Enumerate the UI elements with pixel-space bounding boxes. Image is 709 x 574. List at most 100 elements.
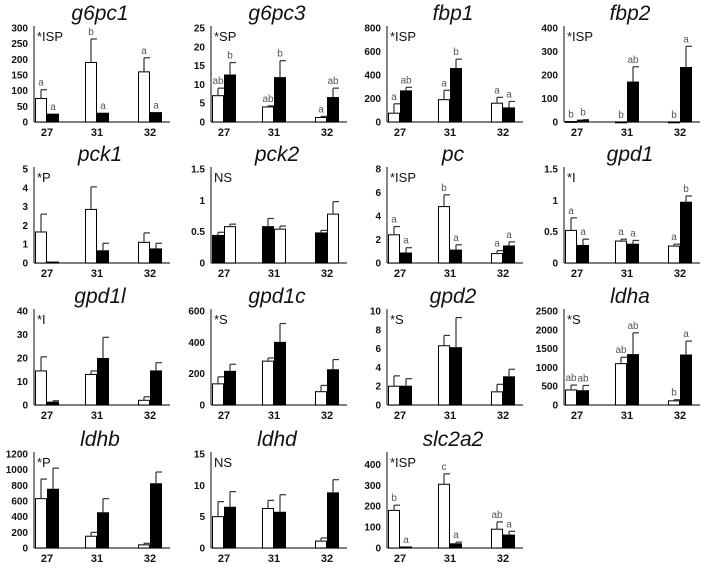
- bar-black: [680, 201, 692, 264]
- bar-black: [503, 107, 515, 123]
- x-tick-label: 32: [144, 127, 156, 139]
- significance-letter: b: [618, 110, 624, 121]
- chart-title: gpd2: [430, 285, 477, 308]
- x-tick-label: 32: [674, 268, 686, 280]
- significance-annotation: *ISP: [390, 170, 416, 185]
- bar-black: [400, 385, 412, 406]
- bar-white: [491, 253, 503, 264]
- x-tick-label: 31: [444, 127, 456, 139]
- y-tick-label: 0: [199, 259, 205, 270]
- bar-white: [85, 535, 97, 549]
- y-tick-label: 0: [199, 118, 205, 129]
- bar-white: [212, 383, 224, 406]
- bar-white: [138, 544, 150, 549]
- x-tick-label: 31: [444, 410, 456, 422]
- y-tick-label: 5: [22, 165, 28, 176]
- bar-white: [262, 106, 274, 123]
- bar-white: [615, 240, 627, 264]
- significance-annotation: *ISP: [567, 29, 593, 44]
- chart-title: ldhd: [257, 428, 298, 451]
- y-tick-label: 400: [364, 460, 381, 471]
- x-tick-label: 27: [218, 127, 230, 139]
- y-tick-label: 15: [194, 450, 206, 461]
- significance-annotation: *S: [567, 312, 581, 327]
- bar-black: [327, 97, 339, 123]
- x-tick-label: 27: [394, 127, 406, 139]
- y-tick-label: 10: [194, 80, 206, 91]
- significance-letter: a: [453, 530, 459, 541]
- bar-black: [503, 534, 515, 549]
- bar-white: [85, 208, 97, 264]
- x-tick-label: 27: [41, 553, 53, 565]
- y-tick-label: 5: [199, 512, 205, 523]
- x-tick-label: 32: [497, 268, 509, 280]
- y-tick-label: 40: [17, 307, 29, 318]
- y-tick-label: 100: [11, 86, 28, 97]
- x-tick-label: 31: [444, 553, 456, 565]
- significance-letter: b: [568, 110, 574, 121]
- significance-letter: a: [50, 102, 56, 113]
- chart-title: gpd1: [607, 143, 654, 166]
- y-tick-label: 1200: [6, 450, 29, 461]
- y-tick-label: 200: [11, 55, 28, 66]
- significance-letter: c: [442, 462, 447, 473]
- bar-black: [150, 112, 162, 123]
- significance-letter: a: [506, 230, 512, 241]
- significance-letter: ab: [577, 373, 589, 384]
- x-tick-label: 32: [321, 127, 333, 139]
- bar-white: [327, 213, 339, 264]
- y-tick-label: 1: [22, 240, 28, 251]
- bar-white: [35, 370, 47, 406]
- chart-pck1: pck1 *P 0 1 2 3 4 5 27 31 32: [22, 143, 170, 280]
- x-tick-label: 27: [218, 268, 230, 280]
- x-tick-label: 32: [321, 553, 333, 565]
- y-tick-label: 100: [541, 94, 558, 105]
- x-tick-label: 32: [144, 553, 156, 565]
- bar-black: [450, 249, 462, 264]
- y-tick-label: 10: [194, 481, 206, 492]
- significance-letter: b: [683, 184, 689, 195]
- bar-black: [47, 488, 59, 549]
- y-tick-label: 4: [22, 183, 28, 194]
- x-tick-label: 31: [91, 553, 103, 565]
- y-tick-label: 200: [364, 94, 381, 105]
- bar-white: [388, 234, 400, 264]
- y-tick-label: 1.5: [191, 165, 205, 176]
- y-tick-label: 8: [375, 325, 381, 336]
- x-tick-label: 32: [144, 410, 156, 422]
- bar-white: [138, 241, 150, 264]
- x-tick-label: 32: [497, 553, 509, 565]
- significance-letter: a: [441, 78, 447, 89]
- y-tick-label: 15: [194, 61, 206, 72]
- bar-white: [85, 373, 97, 406]
- significance-letter: a: [506, 89, 512, 100]
- y-tick-label: 400: [188, 338, 205, 349]
- bar-black: [97, 512, 109, 549]
- significance-annotation: *P: [37, 455, 51, 470]
- y-tick-label: 300: [541, 47, 558, 58]
- chart-gpd1l: gpd1l *I 0 10 20 30 40 27 31 32: [17, 285, 170, 422]
- y-tick-label: 10: [17, 377, 29, 388]
- bar-black: [47, 261, 59, 264]
- chart-title: ldhb: [80, 428, 120, 451]
- chart-pck2: pck2 NS 0 0.5 1 1.5 27 31 32: [191, 143, 347, 280]
- y-tick-label: 800: [364, 24, 381, 35]
- bar-black: [680, 66, 692, 123]
- x-tick-label: 31: [268, 410, 280, 422]
- panel-g6pc1: g6pc1 *ISP 0 50 100 150 200 250 300 27 a a 31 b a 32 a a: [0, 0, 177, 143]
- bar-white: [224, 226, 236, 264]
- significance-annotation: *S: [390, 312, 404, 327]
- panel-pck2: pck2 NS 0 0.5 1 1.5 27 31 32: [177, 141, 354, 284]
- y-tick-label: 2: [375, 382, 381, 393]
- significance-letter: a: [506, 519, 512, 530]
- y-tick-label: 100: [364, 523, 381, 534]
- chart-title: fbp1: [433, 2, 474, 25]
- y-tick-label: 500: [541, 382, 558, 393]
- bar-black: [627, 81, 639, 123]
- bar-black: [315, 232, 327, 264]
- y-tick-label: 10: [370, 307, 382, 318]
